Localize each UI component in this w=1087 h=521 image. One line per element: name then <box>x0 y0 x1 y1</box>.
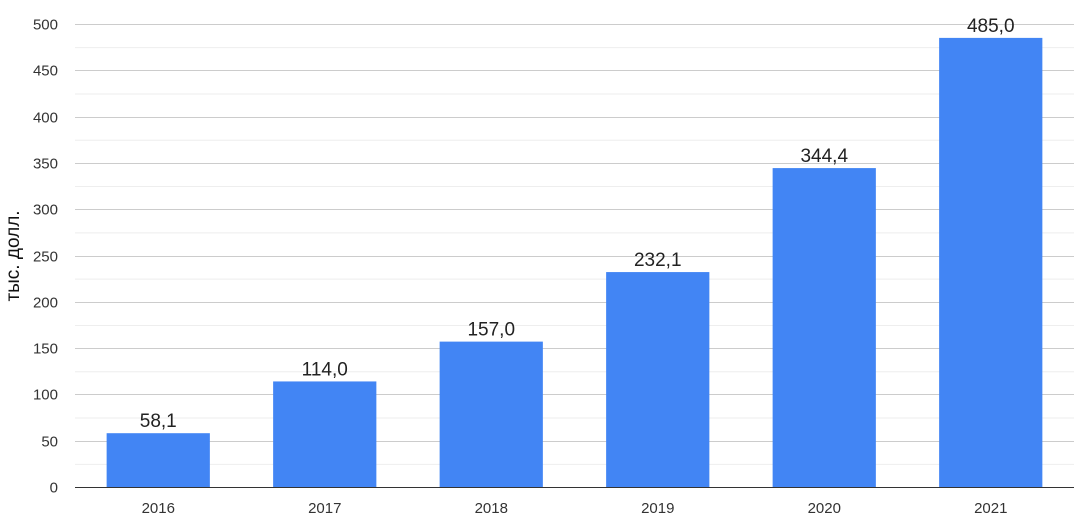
y-tick-label: 350 <box>33 156 58 173</box>
data-label-2018: 157,0 <box>467 320 515 341</box>
bar-2017 <box>273 381 377 487</box>
minor-gridlines <box>75 47 1074 465</box>
y-tick-label: 400 <box>33 110 58 127</box>
bar-series <box>106 37 1043 487</box>
x-axis-ticks: 2016 2017 2018 2019 2020 2021 <box>142 500 1008 517</box>
y-tick-label: 200 <box>33 295 58 312</box>
major-gridlines <box>75 24 1074 442</box>
bar-2016 <box>106 433 210 487</box>
data-label-2017: 114,0 <box>302 359 348 380</box>
data-label-2020: 344,4 <box>800 146 848 167</box>
y-axis-ticks: 0 50 100 150 200 250 300 350 400 450 500 <box>33 17 58 497</box>
y-tick-label: 250 <box>33 249 58 266</box>
x-tick-label-2019: 2019 <box>641 500 674 517</box>
bar-2021 <box>939 37 1043 487</box>
y-tick-label: 100 <box>33 387 58 404</box>
x-tick-label-2018: 2018 <box>475 500 508 517</box>
y-axis-title: тыс. долл. <box>3 210 24 301</box>
x-tick-label-2017: 2017 <box>308 500 341 517</box>
data-label-2021: 485,0 <box>967 16 1015 37</box>
y-tick-label: 300 <box>33 202 58 219</box>
y-tick-label: 150 <box>33 341 58 358</box>
data-label-2019: 232,1 <box>634 250 682 271</box>
x-tick-label-2016: 2016 <box>142 500 175 517</box>
x-tick-label-2021: 2021 <box>974 500 1007 517</box>
y-tick-label: 450 <box>33 63 58 80</box>
y-tick-label: 50 <box>41 434 58 451</box>
y-tick-label: 500 <box>33 17 58 34</box>
bar-2020 <box>772 168 876 487</box>
bar-2019 <box>606 272 710 487</box>
data-label-2016: 58,1 <box>140 411 177 432</box>
y-tick-label: 0 <box>50 480 58 497</box>
bar-2018 <box>439 341 543 487</box>
x-tick-label-2020: 2020 <box>808 500 841 517</box>
data-labels: 58,1 114,0 157,0 232,1 344,4 485,0 <box>140 16 1015 432</box>
